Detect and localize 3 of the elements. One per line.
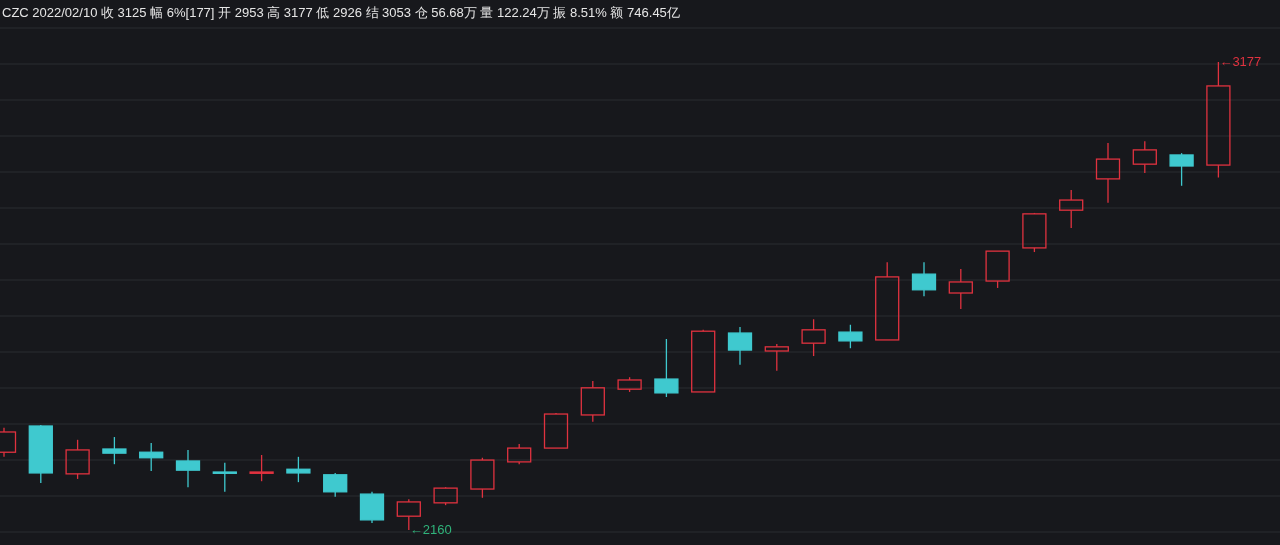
annotation: ←2160 bbox=[409, 522, 452, 537]
chart-title: CZC 2022/02/10 收 3125 幅 6%[177] 开 2953 高 3177 低 2926 结 3053 仓 56.68万 量 122.24万 振 8.51% 额 746.45亿 bbox=[2, 5, 680, 20]
annotation: ←3177 bbox=[1219, 54, 1262, 69]
